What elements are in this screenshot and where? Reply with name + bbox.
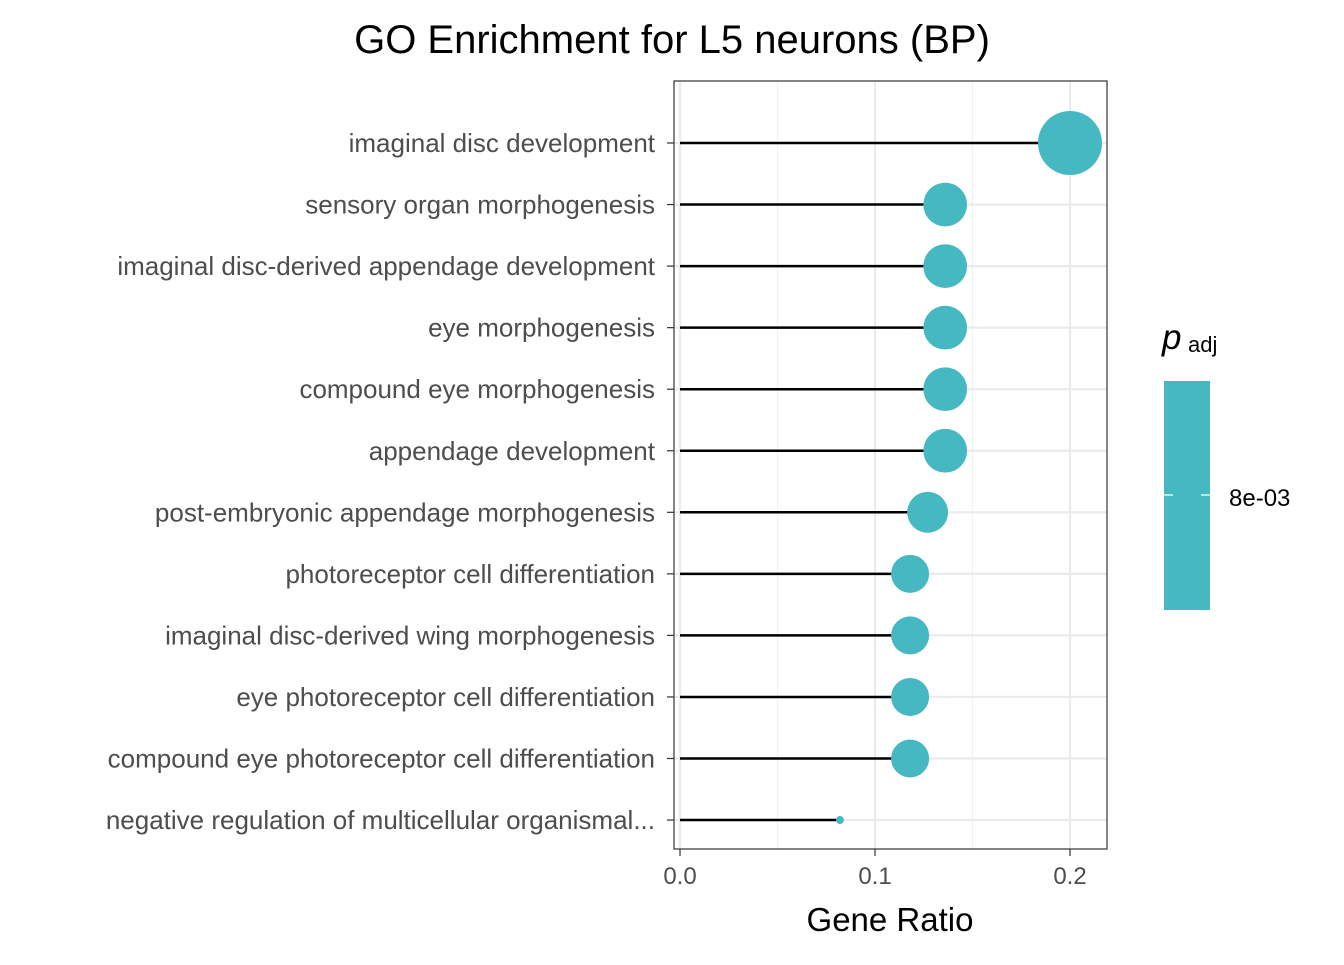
y-tick-label: negative regulation of multicellular org… xyxy=(106,805,655,835)
grid xyxy=(674,81,1107,849)
y-tick-label: sensory organ morphogenesis xyxy=(305,190,655,220)
legend-title: p xyxy=(1161,318,1181,357)
y-tick-label: photoreceptor cell differentiation xyxy=(285,559,655,589)
x-axis-label: Gene Ratio xyxy=(807,901,974,938)
y-tick-label: appendage development xyxy=(369,436,656,466)
legend-title-subscript: adj xyxy=(1188,332,1217,357)
y-tick-label: post-embryonic appendage morphogenesis xyxy=(155,497,655,527)
lollipop-point xyxy=(891,554,930,593)
y-tick-label: eye morphogenesis xyxy=(428,313,655,343)
marks xyxy=(680,111,1102,825)
y-tick-label: imaginal disc-derived appendage developm… xyxy=(117,251,655,281)
lollipop-point xyxy=(891,739,930,778)
lollipop-point xyxy=(891,677,930,716)
lollipop-point xyxy=(891,616,930,655)
y-tick-label: eye photoreceptor cell differentiation xyxy=(236,682,655,712)
lollipop-point xyxy=(923,428,968,473)
y-tick-label: imaginal disc-derived wing morphogenesis xyxy=(165,620,655,650)
x-axis: 0.0 0.1 0.2 xyxy=(663,849,1087,890)
y-axis: imaginal disc development sensory organ m… xyxy=(106,128,674,835)
legend: p adj 8e-03 xyxy=(1161,318,1290,610)
y-tick-label: compound eye morphogenesis xyxy=(299,374,655,404)
lollipop-point xyxy=(923,305,968,350)
lollipop-point xyxy=(1038,111,1102,175)
y-tick-label: compound eye photoreceptor cell differen… xyxy=(108,744,655,774)
lollipop-point xyxy=(835,816,844,825)
lollipop-point xyxy=(923,244,968,288)
panel-border xyxy=(673,80,1108,850)
x-tick-label: 0.0 xyxy=(663,863,696,890)
x-tick-label: 0.2 xyxy=(1053,863,1086,890)
chart-title: GO Enrichment for L5 neurons (BP) xyxy=(354,18,990,62)
lollipop-point xyxy=(907,491,949,533)
x-tick-label: 0.1 xyxy=(858,863,891,890)
lollipop-point xyxy=(923,367,968,412)
y-tick-label: imaginal disc development xyxy=(349,128,656,158)
legend-label: 8e-03 xyxy=(1229,485,1290,512)
lollipop-point xyxy=(923,182,968,227)
